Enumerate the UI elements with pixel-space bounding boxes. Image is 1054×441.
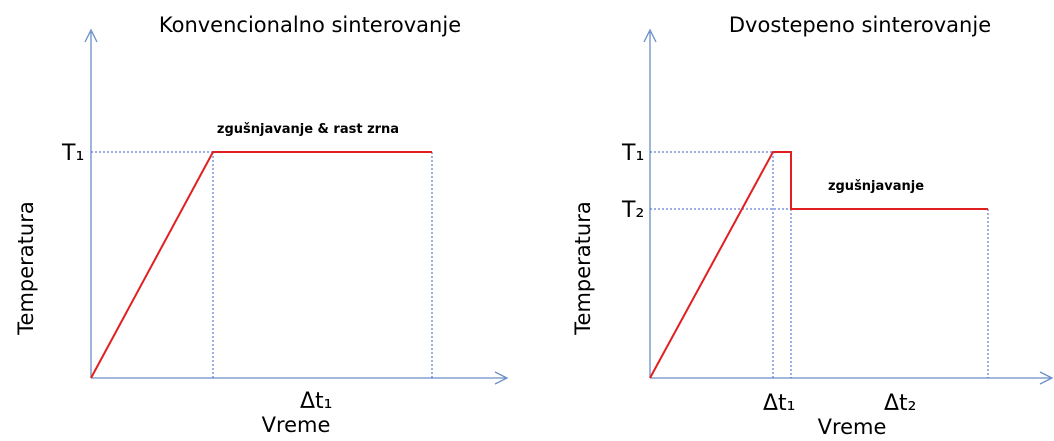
level-label: T₁ xyxy=(621,141,644,166)
annotation: zgušnjavanje xyxy=(828,179,924,194)
interval-label: Δt₂ xyxy=(884,391,917,416)
temperature-profile xyxy=(90,151,432,379)
temperature-profile xyxy=(649,151,988,379)
x-axis xyxy=(91,371,509,385)
interval-label: Δt₁ xyxy=(300,389,333,414)
level-label: T₁ xyxy=(61,141,84,166)
interval-label: Δt₁ xyxy=(763,391,796,416)
level-label: T₂ xyxy=(621,198,644,223)
x-axis xyxy=(650,371,1054,385)
y-axis xyxy=(84,28,98,378)
y-axis-label: Temperatura xyxy=(14,201,38,335)
annotation: zgušnjavanje & rast zrna xyxy=(217,122,399,137)
panel-title: Dvostepeno sinterovanje xyxy=(729,13,991,37)
y-axis xyxy=(643,28,657,378)
panel-two-step: Dvostepeno sinterovanje zgušnjavanje T₁ … xyxy=(571,13,1054,439)
panel-conventional: Konvencionalno sinterovanje zgušnjavanje… xyxy=(14,13,509,437)
x-axis-label: Vreme xyxy=(818,415,887,439)
guide-lines xyxy=(91,151,433,378)
x-axis-label: Vreme xyxy=(262,413,331,437)
panel-title: Konvencionalno sinterovanje xyxy=(159,13,461,37)
y-axis-label: Temperatura xyxy=(571,201,595,335)
guide-lines xyxy=(650,151,989,378)
